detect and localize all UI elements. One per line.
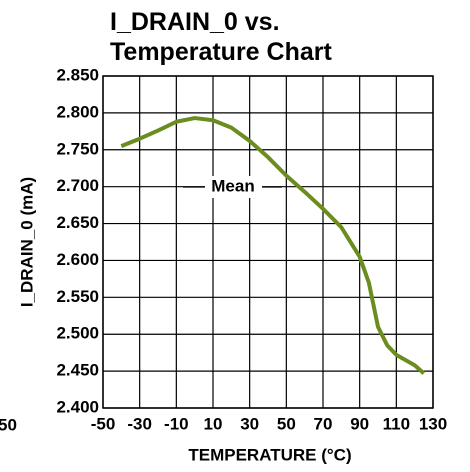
y-tick-label: 2.550 xyxy=(56,287,99,306)
x-axis-label: TEMPERATURE (°C) xyxy=(188,445,351,464)
y-tick-label: 2.700 xyxy=(56,176,99,195)
x-tick-label: 70 xyxy=(314,414,333,433)
y-tick-label: 2.400 xyxy=(56,397,99,416)
x-tick-label: 50 xyxy=(277,414,296,433)
chart-title: I_DRAIN_0 vs. xyxy=(110,8,280,36)
data-line xyxy=(120,116,426,375)
x-tick-label: 90 xyxy=(350,414,369,433)
y-tick-label: 2.750 xyxy=(56,139,99,158)
x-tick-label: -30 xyxy=(127,414,152,433)
plot-area xyxy=(102,75,434,409)
y-tick-label: 2.850 xyxy=(56,65,99,84)
x-tick-label: -10 xyxy=(164,414,189,433)
x-tick-label: 130 xyxy=(419,414,447,433)
chart-title: Temperature Chart xyxy=(110,38,332,66)
annotation-box xyxy=(205,176,262,198)
y-tick-label: 2.600 xyxy=(56,250,99,269)
y-tick-label: 2.800 xyxy=(56,102,99,121)
x-tick-label: 110 xyxy=(383,414,410,433)
x-tick-label: 30 xyxy=(240,414,259,433)
annotation: Mean xyxy=(211,176,254,195)
y-tick-label: 2.500 xyxy=(56,324,99,343)
y-tick-label: 2.650 xyxy=(56,213,99,232)
y-axis-label: I_DRAIN_0 (mA) xyxy=(17,177,36,307)
x-tick-label: -50 xyxy=(91,414,116,433)
x-tick-label: 10 xyxy=(204,414,223,433)
y-tick-label: 2.450 xyxy=(56,361,99,380)
stray-label: 50 xyxy=(0,415,17,434)
